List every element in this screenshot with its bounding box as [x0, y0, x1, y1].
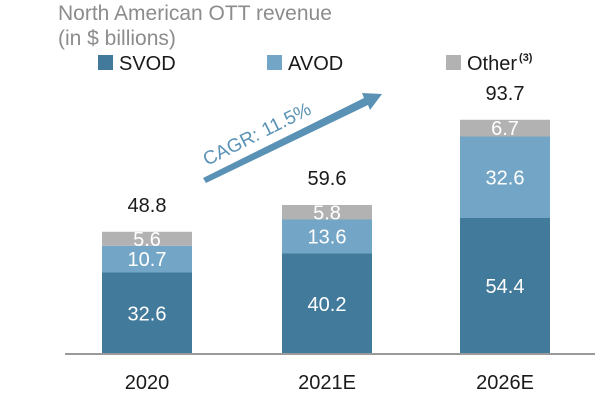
- cagr-annotation: CAGR: 11.5%: [200, 93, 382, 183]
- chart-subtitle: (in $ billions): [58, 27, 176, 50]
- total-label-2021E: 59.6: [308, 168, 347, 190]
- bar-other-2026E: [460, 119, 550, 137]
- bar-other-2021E: [282, 205, 372, 220]
- bar-svod-2026E: [460, 218, 550, 354]
- total-label-2026E: 93.7: [486, 83, 525, 105]
- bar-svod-2021E: [282, 253, 372, 354]
- legend-label-other-text: Other: [467, 53, 517, 75]
- bar-label-avod-2021E: 13.6: [308, 227, 347, 249]
- bar-other-2020: [102, 231, 192, 246]
- legend-label-avod: AVOD: [288, 53, 343, 75]
- legend: SVOD AVOD Other (3): [98, 52, 533, 75]
- bar-avod-2026E: [460, 136, 550, 218]
- cagr-arrow: [203, 93, 382, 183]
- bar-label-svod-2021E: 40.2: [308, 294, 347, 316]
- bar-label-avod-2026E: 32.6: [486, 167, 525, 189]
- x-tick-label-2026E: 2026E: [476, 372, 534, 394]
- legend-swatch-other: [446, 55, 461, 70]
- bar-label-svod-2026E: 54.4: [486, 276, 525, 298]
- bar-label-other-2021E: 5.8: [313, 202, 341, 224]
- total-label-2020: 48.8: [128, 195, 167, 217]
- bar-svod-2020: [102, 272, 192, 354]
- bar-label-other-2020: 5.6: [133, 229, 161, 251]
- legend-label-other-superscript: (3): [519, 52, 533, 64]
- chart-title: North American OTT revenue: [58, 2, 332, 25]
- bar-label-svod-2020: 32.6: [128, 303, 167, 325]
- legend-label-other: Other (3): [467, 52, 533, 75]
- bar-avod-2020: [102, 245, 192, 273]
- bar-label-other-2026E: 6.7: [491, 118, 519, 140]
- bar-label-avod-2020: 10.7: [128, 249, 167, 271]
- legend-swatch-avod: [267, 55, 282, 70]
- legend-label-svod: SVOD: [119, 53, 176, 75]
- bar-avod-2021E: [282, 219, 372, 254]
- x-tick-label-2021E: 2021E: [298, 372, 356, 394]
- legend-swatch-svod: [98, 55, 113, 70]
- x-tick-label-2020: 2020: [125, 372, 170, 394]
- bars: 32.6 10.75.6 48.8 2020 40.2 13.6 5.8 59.6 2021E 5…: [102, 83, 550, 394]
